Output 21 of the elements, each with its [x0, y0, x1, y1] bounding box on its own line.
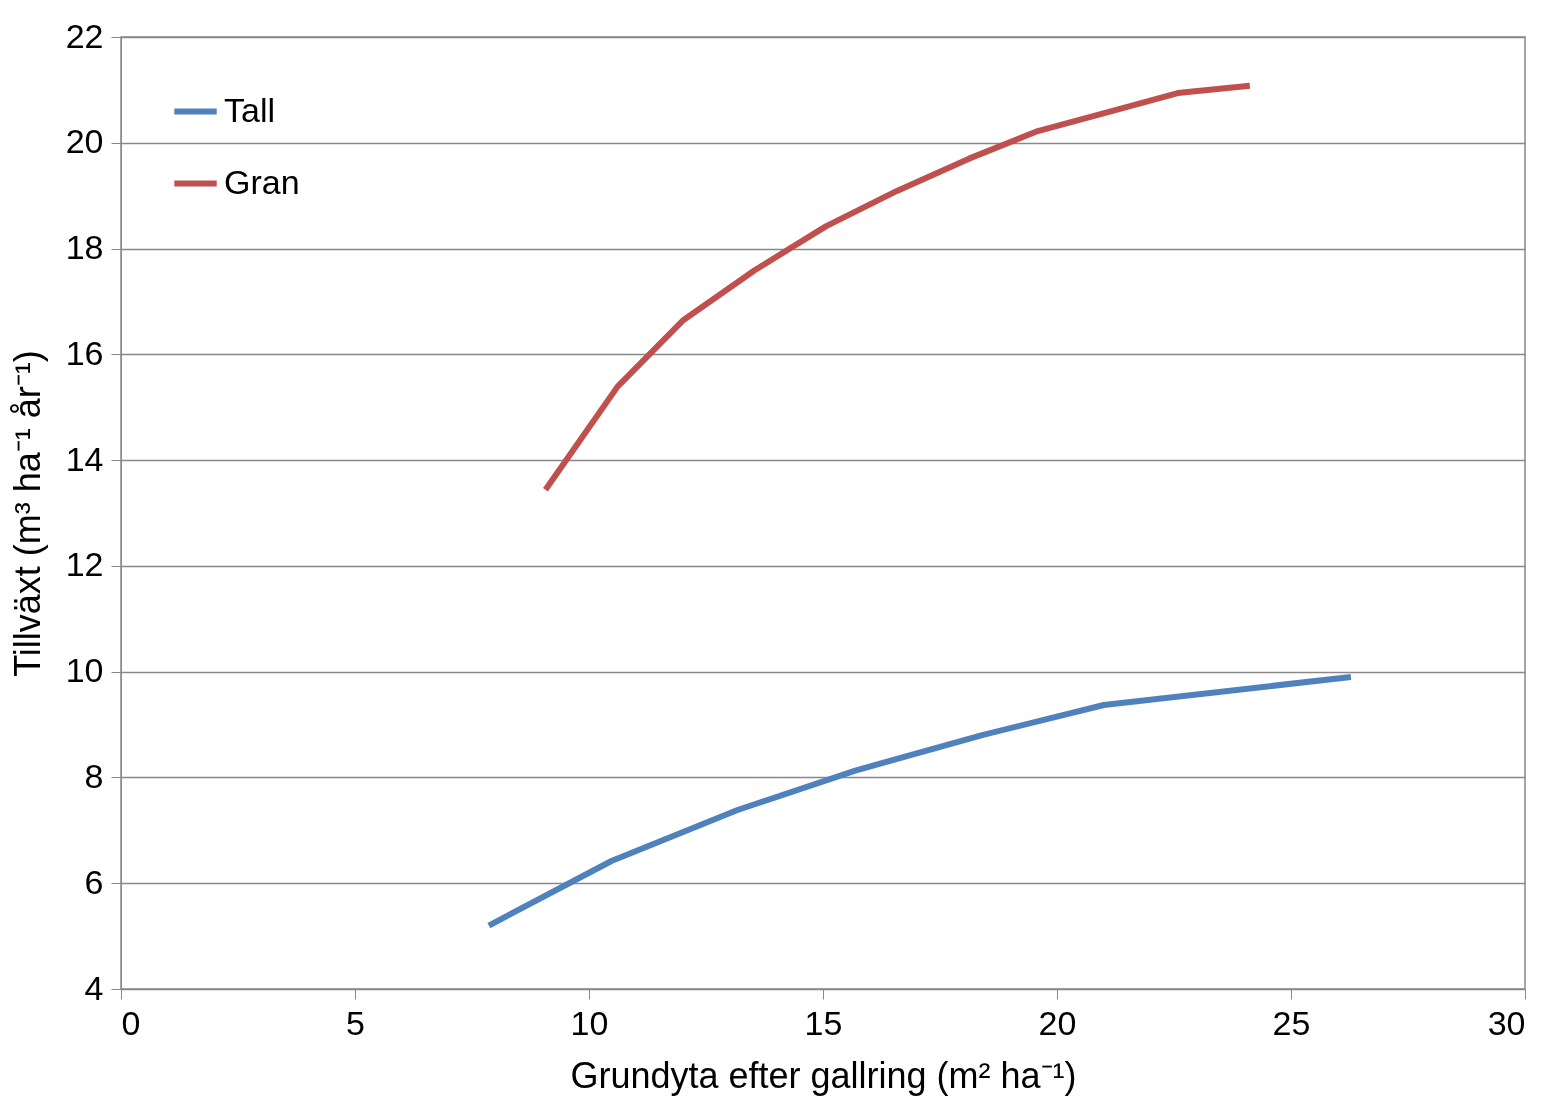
x-tick-label: 30: [1487, 1003, 1526, 1042]
y-tick-label: 22: [65, 16, 104, 55]
y-axis-title: Tillväxt (m³ ha⁻¹ år⁻¹): [6, 350, 48, 677]
y-tick-label: 12: [65, 545, 104, 584]
y-tick-label: 6: [84, 862, 104, 901]
y-tick-label: 20: [65, 122, 104, 161]
legend-label: Gran: [224, 162, 300, 201]
y-tick-label: 10: [65, 651, 104, 690]
x-axis-title: Grundyta efter gallring (m² ha⁻¹): [570, 1054, 1077, 1096]
y-tick-label: 16: [65, 333, 104, 372]
x-tick-label: 10: [570, 1003, 609, 1042]
y-tick-label: 4: [84, 968, 104, 1007]
y-tick-label: 8: [84, 756, 104, 795]
x-tick-label: 20: [1038, 1003, 1077, 1042]
y-tick-label: 18: [65, 228, 104, 267]
x-tick-label: 25: [1272, 1003, 1311, 1042]
x-tick-label: 15: [804, 1003, 843, 1042]
x-tick-label: 5: [346, 1003, 365, 1042]
y-tick-label: 14: [65, 439, 104, 478]
x-tick-label: 0: [121, 1003, 141, 1042]
legend-label: Tall: [224, 90, 276, 129]
